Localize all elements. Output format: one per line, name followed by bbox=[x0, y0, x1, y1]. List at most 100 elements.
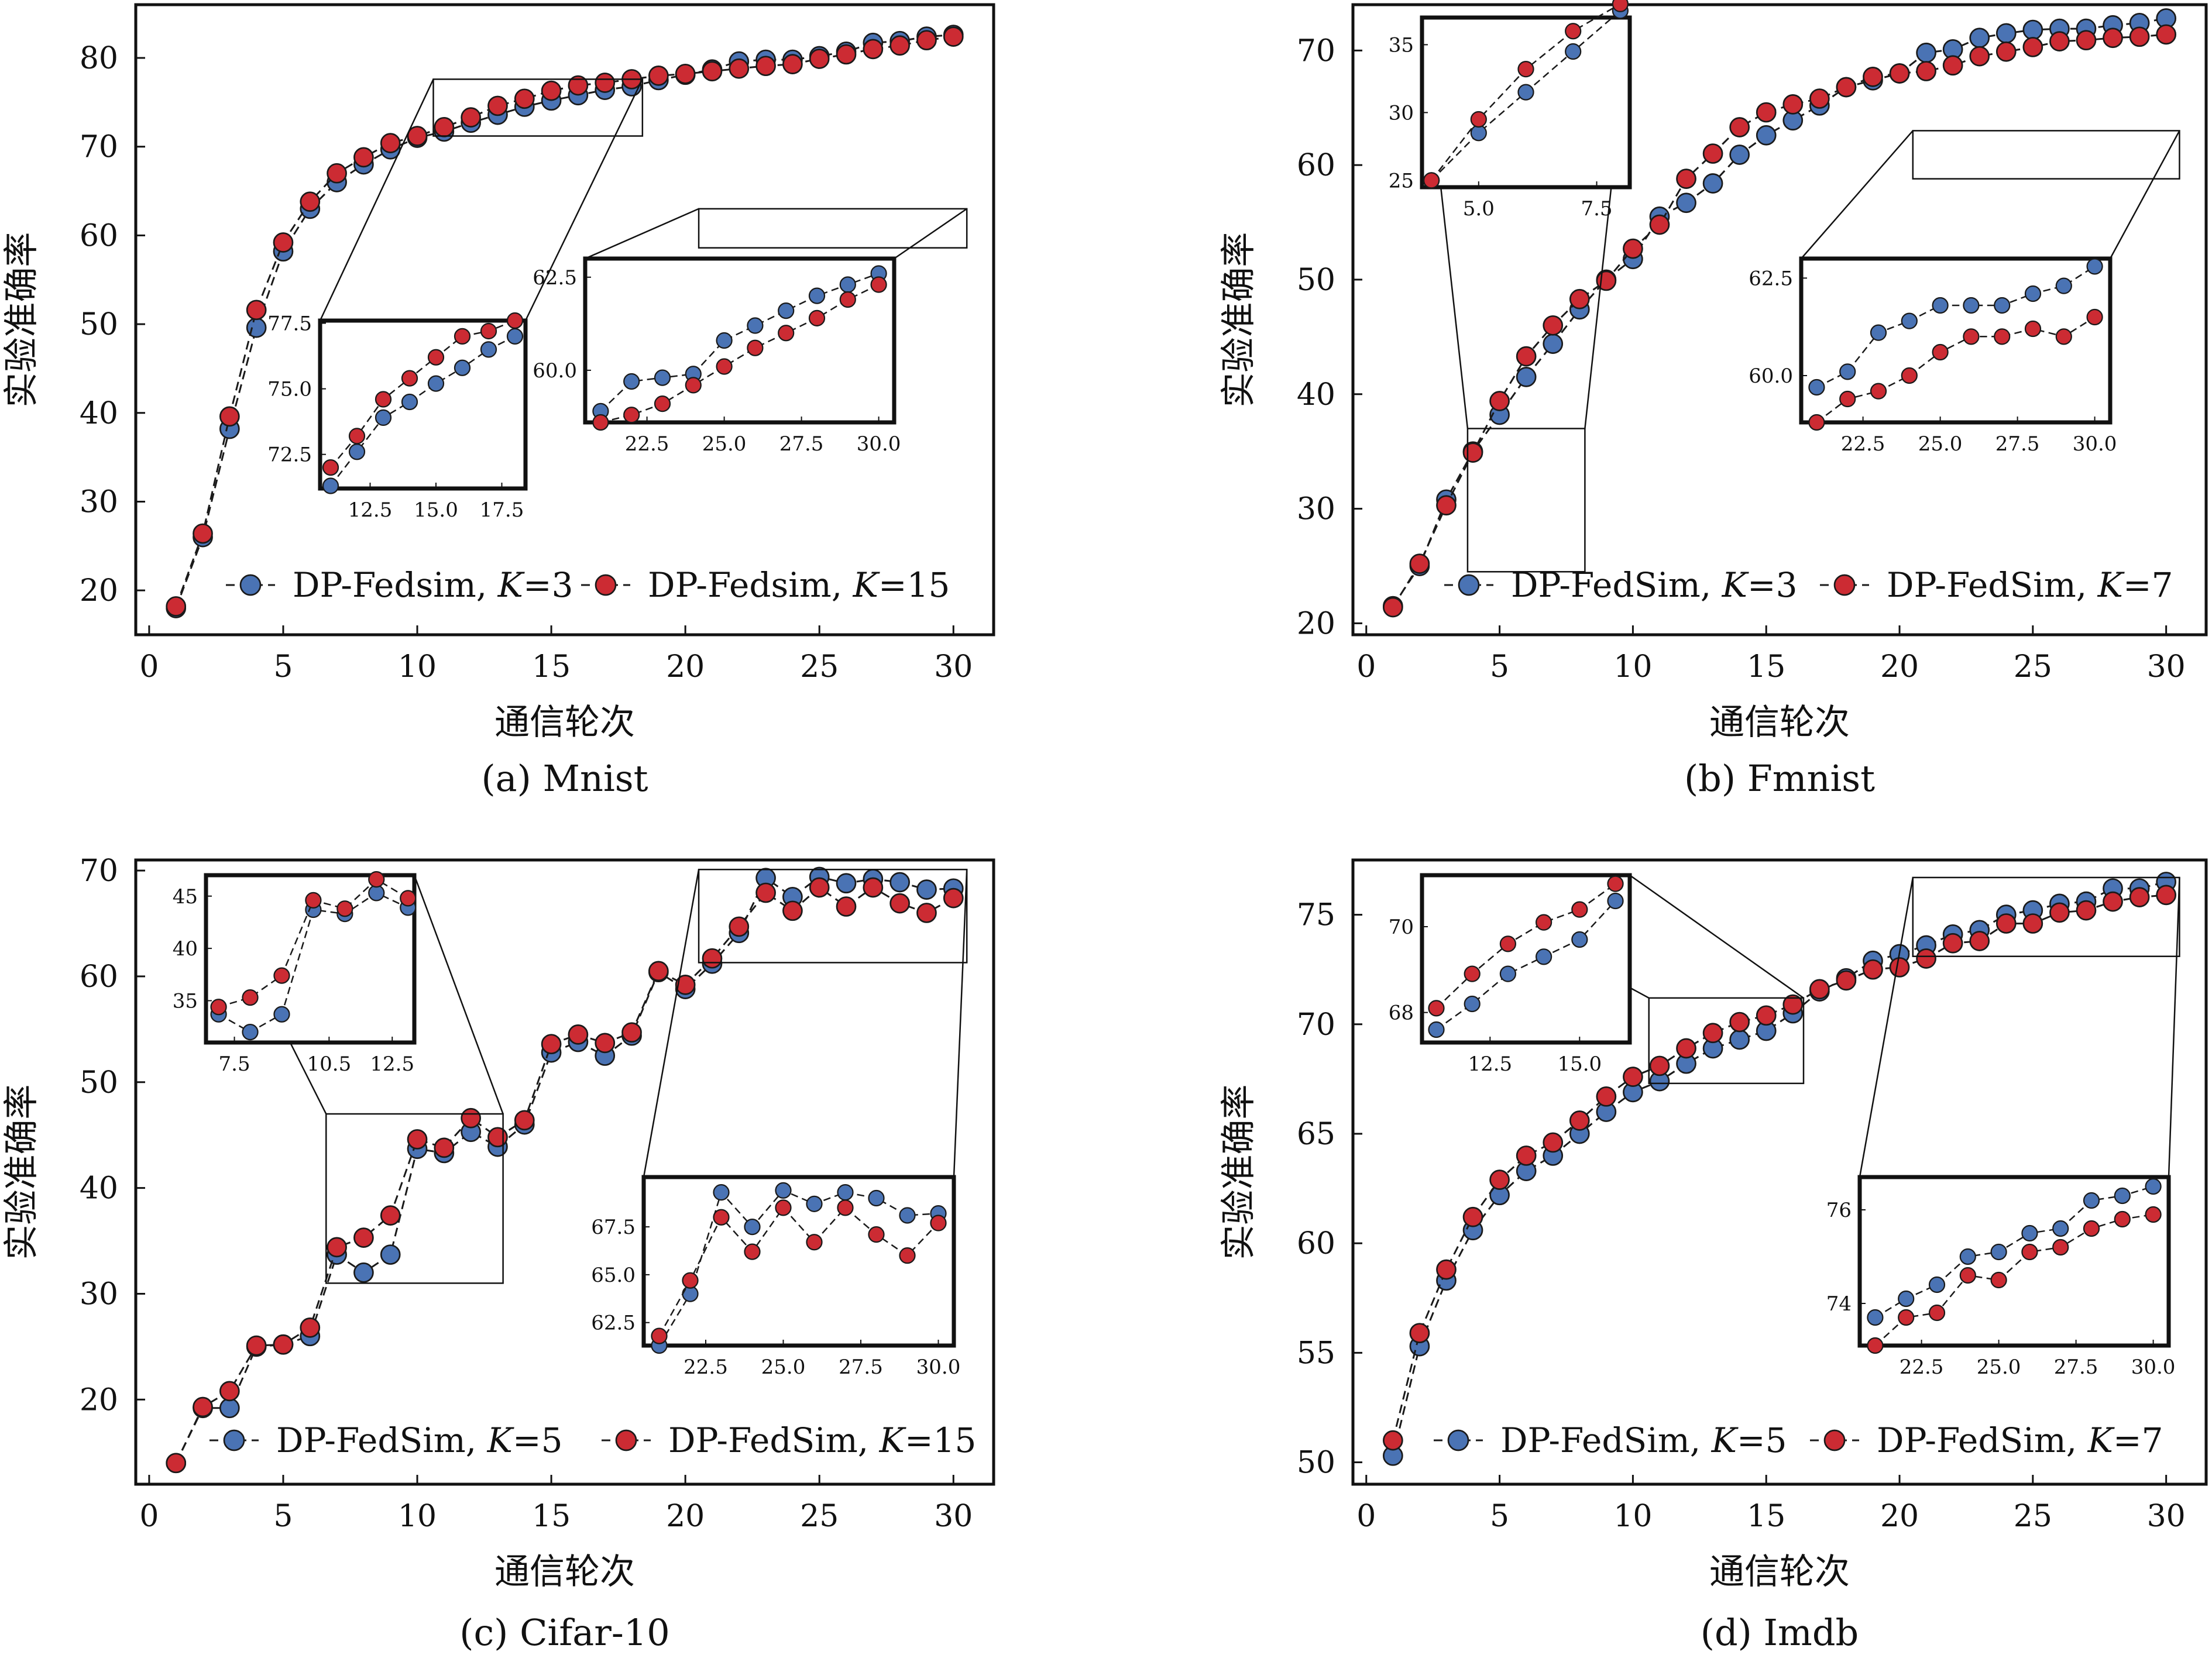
inset-series-2-point bbox=[210, 999, 227, 1016]
series-2-point bbox=[809, 877, 830, 898]
series-2-point bbox=[1889, 63, 1910, 84]
zoom-region-box bbox=[325, 1113, 504, 1284]
inset-series-2-point bbox=[1990, 1271, 2007, 1289]
series-2-point bbox=[1462, 1206, 1483, 1227]
inset-series-2-point bbox=[273, 967, 290, 984]
inset-series-2-point bbox=[2114, 1210, 2131, 1228]
x-axis-label: 通信轮次 bbox=[494, 702, 635, 743]
series-2-point bbox=[2103, 27, 2123, 49]
legend-label: DP-Fedsim, K=3 bbox=[293, 565, 573, 605]
inset-series-1-point bbox=[1535, 948, 1552, 965]
inset-series-2-point bbox=[427, 349, 445, 366]
inset-series-2-point bbox=[682, 1272, 699, 1289]
inset-series-2-point bbox=[1808, 414, 1825, 431]
inset-series-1-point bbox=[2086, 258, 2103, 275]
series-2-point bbox=[889, 893, 911, 914]
series-2-point bbox=[729, 58, 750, 79]
inset-series-1-point bbox=[1870, 324, 1887, 341]
series-2-point bbox=[1782, 94, 1804, 115]
series-2-point bbox=[219, 1381, 240, 1402]
inset-y-tick-label: 68 bbox=[1389, 1002, 1414, 1025]
y-tick-label: 20 bbox=[80, 1382, 118, 1418]
inset-y-tick-label: 30 bbox=[1389, 101, 1414, 125]
inset-series-2-point bbox=[1423, 172, 1440, 189]
series-2 bbox=[166, 877, 964, 1474]
inset-x-tick-label: 27.5 bbox=[839, 1356, 883, 1379]
inset-series-2-point bbox=[1612, 0, 1629, 12]
inset-series-1-point bbox=[2145, 1178, 2162, 1195]
series-2-point bbox=[1916, 61, 1936, 81]
y-tick-label: 60 bbox=[80, 959, 118, 995]
zoom-region-box bbox=[1466, 428, 1586, 573]
series-2-point bbox=[1596, 1086, 1617, 1107]
series-2-point bbox=[1569, 1110, 1590, 1131]
inset-series-1-point bbox=[2024, 285, 2042, 302]
inset-y-tick-label: 35 bbox=[173, 990, 198, 1013]
inset-y-tick-label: 65.0 bbox=[591, 1264, 636, 1287]
inset-y-tick-label: 62.5 bbox=[1749, 267, 1793, 290]
inset-series-1-point bbox=[1867, 1309, 1884, 1326]
inset-x-tick-label: 7.5 bbox=[1581, 197, 1612, 221]
x-tick-label: 15 bbox=[1747, 1499, 1785, 1534]
x-axis-label: 通信轮次 bbox=[1709, 702, 1850, 743]
series-2-point bbox=[675, 975, 696, 995]
legend: DP-Fedsim, K=3 DP-Fedsim, K=15 bbox=[226, 565, 950, 605]
series-2 bbox=[1382, 885, 2177, 1451]
series-2-point bbox=[1436, 1259, 1457, 1280]
series-2-point bbox=[541, 80, 562, 101]
inset-series-2-point bbox=[480, 322, 497, 340]
series-2-point bbox=[1889, 957, 1910, 978]
plot-frame bbox=[134, 858, 995, 1486]
series-1-point bbox=[889, 872, 911, 893]
inset-series-1-point bbox=[839, 276, 856, 293]
inset-frame bbox=[1420, 15, 1632, 190]
series-2-point bbox=[514, 1110, 535, 1131]
series-2-point bbox=[1382, 597, 1403, 618]
series-2-point bbox=[809, 49, 830, 69]
inset-series-1-point bbox=[808, 287, 826, 304]
y-tick-label: 50 bbox=[1297, 1446, 1335, 1481]
zoom-region-box bbox=[1648, 997, 1805, 1085]
inset-series-1-point bbox=[368, 885, 385, 902]
inset-series-2-point bbox=[1535, 914, 1552, 931]
inset-series-1-point bbox=[654, 369, 671, 386]
series-1-point bbox=[836, 873, 857, 894]
legend-marker bbox=[239, 574, 262, 596]
inset-series-2-point bbox=[778, 325, 795, 342]
series-2-point bbox=[782, 900, 803, 921]
series-1-point bbox=[353, 1262, 374, 1283]
inset-series-2-point bbox=[592, 414, 609, 431]
series-2-point bbox=[729, 916, 750, 937]
series-2-point bbox=[2156, 885, 2177, 906]
series-2-point bbox=[1489, 391, 1510, 411]
series-1-point bbox=[1516, 367, 1537, 387]
zoom-region-box bbox=[432, 78, 644, 137]
inset-y-tick-label: 76 bbox=[1826, 1199, 1852, 1222]
inset-series-1-point bbox=[837, 1184, 854, 1201]
inset-series-1-point bbox=[242, 1024, 259, 1041]
series-1-point bbox=[1969, 27, 1990, 49]
inset-series-1-point bbox=[1607, 892, 1624, 910]
x-tick-label: 30 bbox=[934, 1499, 973, 1534]
inset-series-2-point bbox=[651, 1327, 668, 1344]
inset-frame bbox=[1420, 873, 1632, 1045]
series-1-point bbox=[1676, 192, 1696, 214]
inset-series-1-line bbox=[1874, 1185, 2153, 1319]
inset-series-1-point bbox=[1990, 1243, 2007, 1261]
inset-series-1-point bbox=[1565, 43, 1582, 60]
inset-y-tick-label: 40 bbox=[173, 937, 198, 961]
inset-series-2-point bbox=[1959, 1267, 1976, 1284]
x-tick-label: 10 bbox=[398, 649, 437, 684]
series-2-point bbox=[1543, 1132, 1564, 1153]
y-tick-label: 50 bbox=[80, 307, 118, 342]
inset-series-2-point bbox=[1901, 367, 1918, 384]
zoom-connector bbox=[413, 875, 504, 1114]
series-2-point bbox=[916, 903, 937, 923]
inset-series-1-point bbox=[1963, 297, 1980, 314]
inset-1: 7.5 10.5 12.5 35 40 45 bbox=[173, 871, 504, 1284]
series-2-point bbox=[1462, 442, 1483, 463]
inset-x-tick-label: 22.5 bbox=[1900, 1356, 1944, 1379]
inset-series-2-point bbox=[1499, 935, 1517, 952]
zoom-connector bbox=[2168, 877, 2180, 1178]
